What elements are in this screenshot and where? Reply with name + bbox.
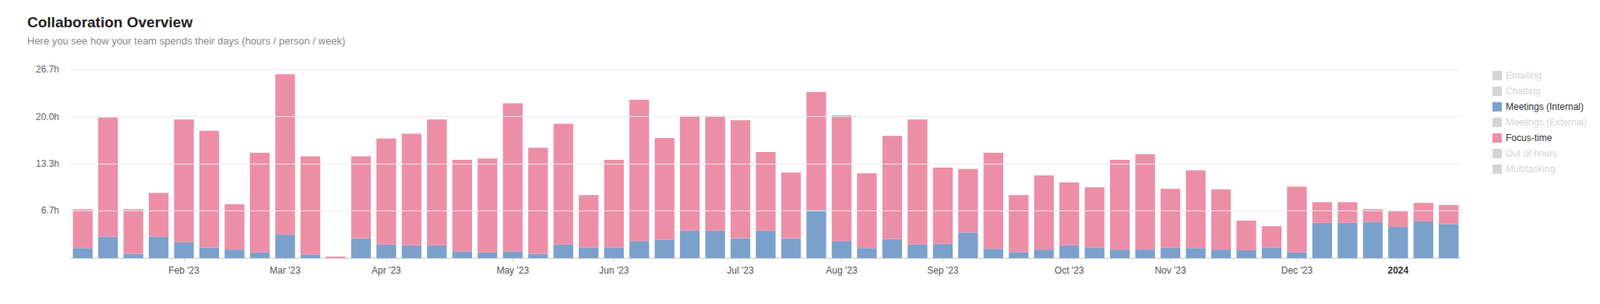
svg-text:Apr '23: Apr '23 <box>371 264 402 276</box>
svg-text:Oct '23: Oct '23 <box>1054 264 1085 276</box>
svg-text:20.0h: 20.0h <box>35 111 60 123</box>
svg-text:26.7h: 26.7h <box>35 63 60 75</box>
svg-text:Here you see how your team spe: Here you see how your team spends their … <box>27 35 346 47</box>
svg-text:Mar '23: Mar '23 <box>269 264 301 276</box>
svg-text:Meetings (Internal): Meetings (Internal) <box>1505 101 1584 113</box>
svg-text:13.3h: 13.3h <box>35 158 60 170</box>
svg-text:Jul '23: Jul '23 <box>726 264 755 276</box>
svg-text:Multitasking: Multitasking <box>1505 163 1555 175</box>
svg-text:Dec '23: Dec '23 <box>1281 264 1314 276</box>
svg-text:Jun '23: Jun '23 <box>599 264 630 276</box>
svg-text:6.7h: 6.7h <box>41 204 60 216</box>
svg-text:Chatting: Chatting <box>1505 85 1541 97</box>
svg-text:Emailing: Emailing <box>1505 70 1542 82</box>
svg-text:Feb '23: Feb '23 <box>168 264 200 276</box>
svg-text:Nov '23: Nov '23 <box>1154 264 1187 276</box>
svg-text:2024: 2024 <box>1387 264 1409 276</box>
svg-text:Aug '23: Aug '23 <box>825 264 858 276</box>
svg-text:May '23: May '23 <box>496 264 529 276</box>
svg-text:Meetings (External): Meetings (External) <box>1505 116 1587 128</box>
svg-text:Sep '23: Sep '23 <box>926 264 959 276</box>
svg-text:Out of hours: Out of hours <box>1505 148 1558 159</box>
svg-text:Collaboration Overview: Collaboration Overview <box>27 14 193 31</box>
svg-text:Focus-time: Focus-time <box>1505 132 1553 144</box>
